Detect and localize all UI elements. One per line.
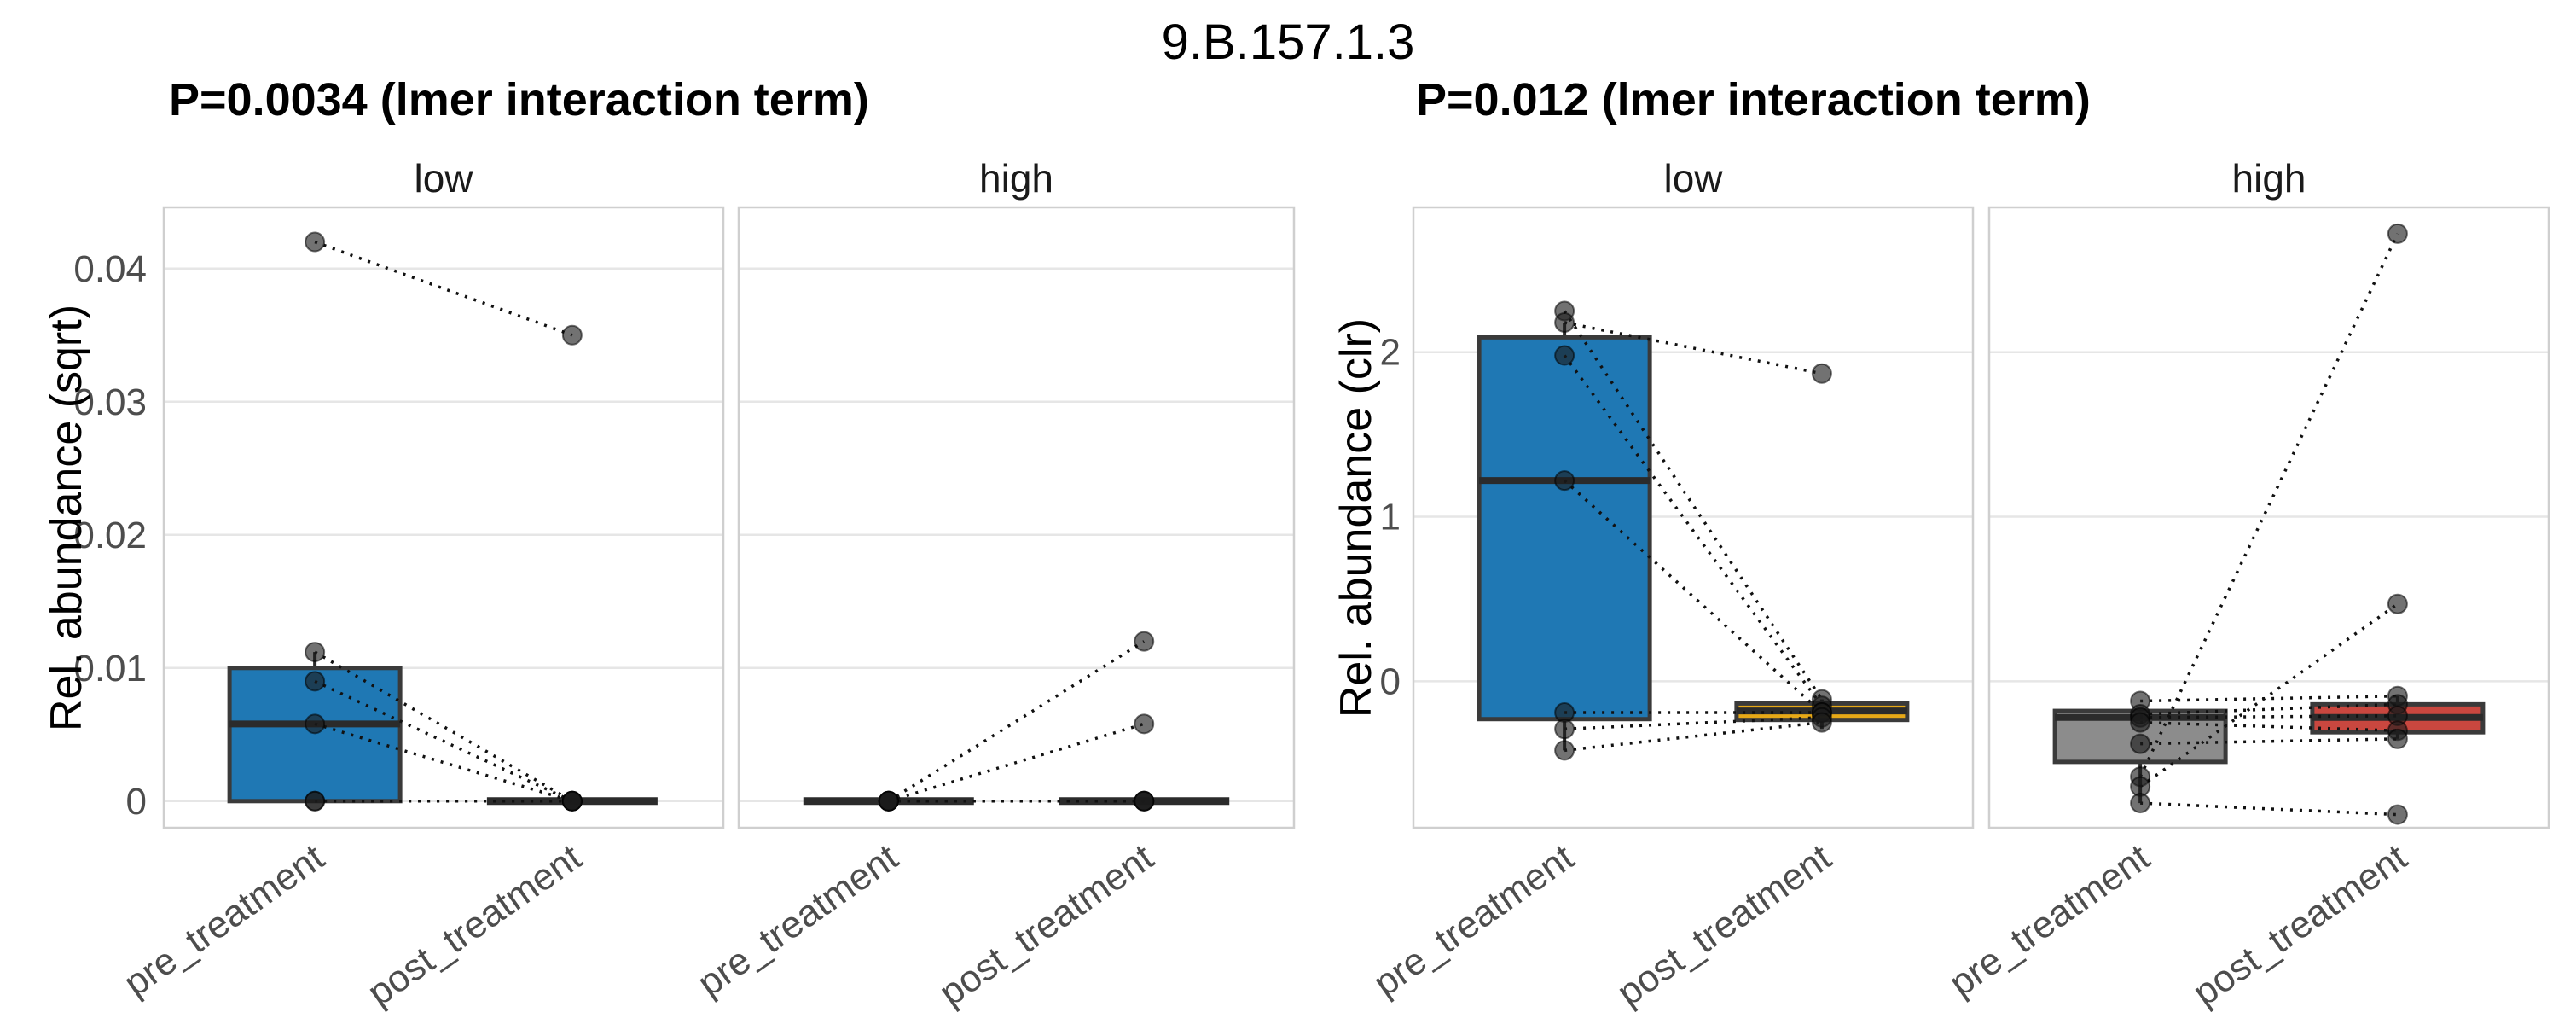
pair-line bbox=[2138, 233, 2399, 777]
data-point bbox=[561, 324, 583, 346]
panel-border bbox=[162, 206, 725, 829]
pair-line bbox=[2140, 801, 2398, 817]
data-point bbox=[2130, 712, 2151, 733]
y-tick-label: 0.01 bbox=[73, 648, 147, 689]
x-tick-label: pre_treatment bbox=[116, 836, 332, 1004]
data-point bbox=[1134, 713, 1155, 735]
facet-label: high bbox=[2232, 156, 2306, 201]
pair-line bbox=[887, 640, 1146, 803]
pair-line bbox=[2140, 694, 2398, 703]
data-point bbox=[1134, 790, 1155, 812]
facet-label: high bbox=[979, 156, 1053, 201]
panel-border bbox=[1987, 206, 2550, 829]
facet-label: low bbox=[1663, 156, 1723, 201]
y-tick-label: 2 bbox=[1380, 332, 1401, 374]
data-point bbox=[1554, 719, 1575, 740]
data-point bbox=[1554, 470, 1575, 492]
data-point bbox=[1811, 712, 1832, 733]
data-point bbox=[305, 713, 326, 735]
y-tick-label: 0.04 bbox=[73, 248, 147, 290]
boxplot-box bbox=[227, 666, 403, 804]
figure-title: 9.B.157.1.3 bbox=[1161, 15, 1415, 70]
y-tick-label: 0 bbox=[126, 781, 147, 823]
pair-line bbox=[1563, 479, 1824, 714]
right-y-axis-title: Rel. abundance (clr) bbox=[1332, 317, 1381, 719]
panel-border bbox=[1412, 206, 1975, 829]
data-point bbox=[1554, 345, 1575, 366]
left-y-axis-title: Rel. abundance (sqrt) bbox=[42, 304, 91, 732]
facet-label: low bbox=[414, 156, 473, 201]
x-tick-label: post_treatment bbox=[2185, 836, 2415, 1014]
data-point bbox=[2130, 793, 2151, 814]
data-point bbox=[2387, 593, 2408, 614]
data-point bbox=[1134, 631, 1155, 652]
y-tick-label: 1 bbox=[1380, 497, 1401, 538]
pair-line bbox=[314, 240, 573, 337]
left-plot-title: P=0.0034 (lmer interaction term) bbox=[169, 74, 869, 125]
data-point bbox=[305, 642, 326, 663]
data-point bbox=[561, 790, 583, 812]
data-point bbox=[2387, 728, 2408, 749]
pair-line bbox=[1563, 354, 1824, 707]
data-point bbox=[1811, 363, 1832, 384]
data-point bbox=[2130, 733, 2151, 754]
data-point bbox=[2387, 804, 2408, 825]
y-tick-label: 0 bbox=[1380, 660, 1401, 702]
x-tick-label: pre_treatment bbox=[1366, 836, 1581, 1004]
boxplot-box bbox=[1477, 335, 1652, 722]
x-tick-label: pre_treatment bbox=[1941, 836, 2157, 1004]
pair-line bbox=[888, 722, 1145, 803]
data-point bbox=[1554, 740, 1575, 761]
x-tick-label: pre_treatment bbox=[690, 836, 906, 1004]
pair-line bbox=[314, 679, 573, 803]
data-point bbox=[305, 671, 326, 692]
data-point bbox=[305, 231, 326, 253]
y-tick-label: 0.02 bbox=[73, 515, 147, 556]
x-tick-label: post_treatment bbox=[1610, 836, 1839, 1014]
data-point bbox=[878, 790, 899, 812]
panel-border bbox=[737, 206, 1296, 829]
data-point bbox=[305, 790, 326, 812]
y-tick-label: 0.03 bbox=[73, 381, 147, 423]
x-tick-label: post_treatment bbox=[931, 836, 1161, 1014]
data-point bbox=[2387, 223, 2408, 244]
data-point bbox=[1554, 311, 1575, 333]
pair-line bbox=[2139, 602, 2399, 788]
right-plot-title: P=0.012 (lmer interaction term) bbox=[1416, 74, 2091, 125]
x-tick-label: post_treatment bbox=[360, 836, 589, 1014]
